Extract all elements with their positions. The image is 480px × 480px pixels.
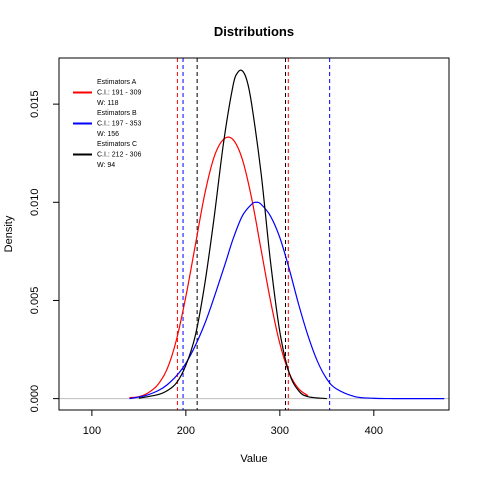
x-tick-label: 400 <box>365 425 383 437</box>
plot-frame <box>58 57 450 411</box>
axes: 100 200 300 400 0.000 0.005 0.010 0.015 <box>29 57 450 437</box>
y-tick-label: 0.010 <box>29 189 41 217</box>
legend-entry-2: Estimators B C.I.: 197 - 353 W: 156 <box>73 110 141 138</box>
legend-series-name: Estimators A <box>97 79 137 86</box>
x-axis-label: Value <box>240 453 267 465</box>
plot-area <box>59 58 449 410</box>
legend-width-text: W: 94 <box>97 162 115 169</box>
legend-entry-3: Estimators C C.I.: 212 - 306 W: 94 <box>73 141 141 169</box>
legend-series-name: Estimators B <box>97 110 137 117</box>
y-tick-label: 0.000 <box>29 385 41 413</box>
legend-ci-text: C.I.: 197 - 353 <box>97 121 141 128</box>
y-axis-label: Density <box>3 215 15 252</box>
x-tick-label: 100 <box>83 425 101 437</box>
legend-ci-text: C.I.: 212 - 306 <box>97 152 141 159</box>
series-line-1 <box>129 136 309 399</box>
chart-title: Distributions <box>214 24 294 39</box>
legend-width-text: W: 156 <box>97 131 119 138</box>
x-tick-label: 300 <box>271 425 289 437</box>
x-tick-label: 200 <box>177 425 195 437</box>
y-tick-label: 0.015 <box>29 90 41 118</box>
legend-ci-text: C.I.: 191 - 309 <box>97 90 141 97</box>
series-line-3 <box>138 69 327 400</box>
series-line-2 <box>129 201 445 400</box>
legend-series-name: Estimators C <box>97 141 137 148</box>
legend-entry-1: Estimators A C.I.: 191 - 309 W: 118 <box>73 79 141 107</box>
y-tick-label: 0.005 <box>29 287 41 315</box>
legend-width-text: W: 118 <box>97 100 119 107</box>
